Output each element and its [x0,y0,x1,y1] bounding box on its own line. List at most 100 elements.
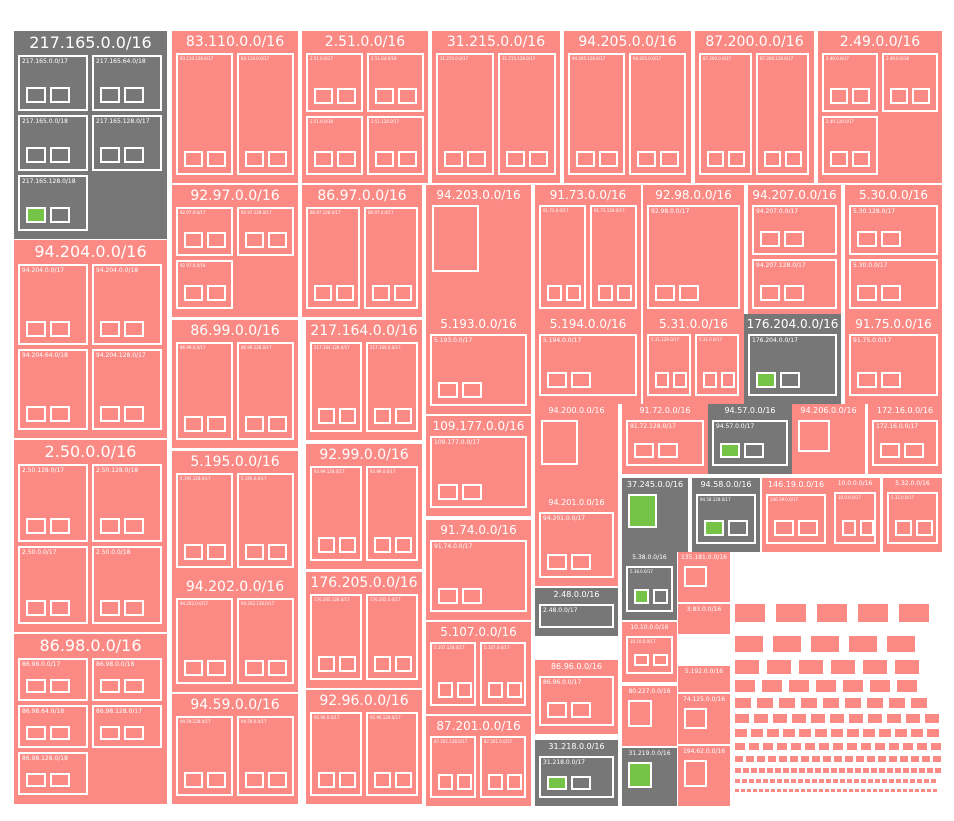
block-94-206-0-0-16[interactable]: 94.206.0.0/16 [792,404,865,474]
subnet-5-195-128-0-17[interactable]: 5.195.128.0/17 [176,473,233,568]
block-83-110-0-0-16[interactable]: 83.110.0.0/16 83.110.128.0/17 83.110.0.0/1… [172,31,298,183]
subnet-5-30-0-0-17[interactable]: 5.30.0.0/17 [849,259,938,309]
subnet-94-207-128-0-17[interactable]: 94.207.128.0/17 [752,259,837,309]
subnet-5-32-0-0-17[interactable]: 5.32.0.0/17 [887,492,938,544]
block-2-49-0-0-16[interactable]: 2.49.0.0/16 2.49.0.0/17 2.49.0.0/18 2.49.12… [818,31,942,183]
block-80-227-0-0-16[interactable]: 80.227.0.0/16 [622,686,677,746]
subnet-92-96-128-0-17[interactable]: 92.96.128.0/17 [366,712,418,796]
subnet-86-98-64-0-18[interactable]: 86.98.64.0/18 [18,705,88,748]
subnet-92-97-0-0-17[interactable]: 92.97.0.0/17 [176,207,233,256]
subnet-94-202-0-0-17[interactable]: 94.202.0.0/17 [176,598,233,684]
block-92-98-0-0-16[interactable]: 92.98.0.0/16 92.98.0.0/17 [643,185,744,317]
block-86-96-0-0-16[interactable]: 86.96.0.0/16 86.96.0.0/17 [535,660,618,734]
block-94-200-0-0-16[interactable]: 94.200.0.0/16 [535,404,618,496]
subnet-5-107-128-0-17[interactable]: 5.107.128.0/17 [430,642,476,706]
subnet-94-204-0-0-17[interactable]: 94.204.0.0/17 [18,264,88,345]
subnet-5-38-0-0-17[interactable]: 5.38.0.0/17 [626,566,673,612]
block-5-32-0-0-16[interactable]: 5.32.0.0/16 5.32.0.0/17 [883,478,942,552]
subnet-5-31-128-0-17[interactable]: 5.31.128.0/17 [647,334,691,396]
subnet-94-202-128-0-17[interactable]: 94.202.128.0/17 [237,598,294,684]
subnet-10-10-0-0-17[interactable]: 10.10.0.0/17 [626,636,673,674]
subnet-5-107-0-0-17[interactable]: 5.107.0.0/17 [480,642,526,706]
block-146-19-0-0-16[interactable]: 146.19.0.0/16 146.19.0.0/17 [762,478,830,552]
subnet-87-200-0-0-17[interactable]: 87.200.0.0/17 [699,53,752,175]
block-217-165-0-0-16[interactable]: 217.165.0.0/16 217.165.0.0/17 217.165.64.0… [14,31,167,239]
block-94-201-0-0-16[interactable]: 94.201.0.0/16 94.201.0.0/17 [535,496,618,586]
subnet-176-204-0-0-17[interactable]: 176.204.0.0/17 [748,334,837,396]
subnet-176-205-0-0-17[interactable]: 176.205.0.0/17 [366,594,418,680]
subnet-2-49-128-0-17[interactable]: 2.49.128.0/17 [822,116,878,175]
subnet-87-201-128-0-17[interactable]: 87.201.128.0/17 [430,736,476,798]
subnet-217-165-64-0-18[interactable]: 217.165.64.0/18 [92,55,162,111]
subnet-2-50-128-0-18[interactable]: 2.50.128.0/18 [92,464,162,542]
subnet-5-30-128-0-17[interactable]: 5.30.128.0/17 [849,205,938,255]
block-37-245-0-0-16[interactable]: 37.245.0.0/16 [622,478,688,552]
block-86-97-0-0-16[interactable]: 86.97.0.0/16 86.97.128.0/17 86.97.0.0/17 [302,185,422,317]
block-5-107-0-0-16[interactable]: 5.107.0.0/16 5.107.128.0/17 5.107.0.0/17 [426,622,531,714]
subnet-91-72-128-0-17[interactable]: 91.72.128.0/17 [626,420,704,466]
subnet-31-215-128-0-17[interactable]: 31.215.128.0/17 [498,53,556,175]
block-172-16-0-0-16[interactable]: 172.16.0.0/16 172.16.0.0/17 [868,404,942,474]
block-2-50-0-0-16[interactable]: 2.50.0.0/16 2.50.128.0/17 2.50.128.0/18 2.5… [14,440,167,632]
subnet-94-204-64-0-18[interactable]: 94.204.64.0/18 [18,349,88,430]
block-5-31-0-0-16[interactable]: 5.31.0.0/16 5.31.128.0/17 5.31.0.0/17 [643,314,744,404]
subnet-31-218-0-0-17[interactable]: 31.218.0.0/17 [539,756,614,798]
subnet-217-165-128-0-18[interactable]: 217.165.128.0/18 [18,175,88,231]
subnet-86-99-0-0-17[interactable]: 86.99.0.0/17 [176,342,233,440]
subnet-5-195-0-0-17[interactable]: 5.195.0.0/17 [237,473,294,568]
subnet-87-201-0-0-17[interactable]: 87.201.0.0/17 [480,736,526,798]
block-10-10-0-0-16[interactable]: 10.10.0.0/16 10.10.0.0/17 [622,622,677,682]
subnet-92-97-0-0-18[interactable]: 92.97.0.0/18 [176,260,233,309]
subnet-92-99-128-0-17[interactable]: 92.99.128.0/17 [310,466,362,561]
subnet-92-99-0-0-17[interactable]: 92.99.0.0/17 [366,466,418,561]
subnet-91-73-0-0-17[interactable]: 91.73.0.0/17 [539,205,586,309]
block-135-181-0-0-16[interactable]: 135.181.0.0/16 [678,552,730,602]
block-10-0-0-0-16[interactable]: 10.0.0.0/16 10.0.0.0/17 [830,478,880,552]
block-5-30-0-0-16[interactable]: 5.30.0.0/16 5.30.128.0/17 5.30.0.0/17 [845,185,942,317]
subnet-2-49-0-0-17[interactable]: 2.49.0.0/17 [822,53,878,112]
subnet-94-59-0-0-17[interactable]: 94.59.0.0/17 [237,716,294,796]
block-86-99-0-0-16[interactable]: 86.99.0.0/16 86.99.0.0/17 86.99.128.0/17 [172,320,298,448]
block-94-207-0-0-16[interactable]: 94.207.0.0/16 94.207.0.0/17 94.207.128.0/1… [748,185,841,317]
block-91-72-0-0-16[interactable]: 91.72.0.0/16 91.72.128.0/17 [622,404,708,474]
subnet-31-215-0-0-17[interactable]: 31.215.0.0/17 [436,53,494,175]
subnet-91-74-0-0-17[interactable]: 91.74.0.0/17 [430,540,527,612]
subnet-94-207-0-0-17[interactable]: 94.207.0.0/17 [752,205,837,255]
block-87-200-0-0-16[interactable]: 87.200.0.0/16 87.200.0.0/17 87.200.128.0/1… [695,31,814,183]
subnet-2-50-0-0-17[interactable]: 2.50.0.0/17 [18,546,88,624]
subnet-109-177-0-0-17[interactable]: 109.177.0.0/17 [430,436,527,508]
block-31-215-0-0-16[interactable]: 31.215.0.0/16 31.215.0.0/17 31.215.128.0/1… [432,31,560,183]
block-217-164-0-0-16[interactable]: 217.164.0.0/16 217.164.128.0/17 217.164.0.… [306,320,422,440]
block-94-57-0-0-16[interactable]: 94.57.0.0/16 94.57.0.0/17 [708,404,792,474]
subnet-217-165-0-0-18[interactable]: 217.165.0.0/18 [18,115,88,171]
subnet-5-194-0-0-17[interactable]: 5.194.0.0/17 [539,334,637,396]
block-31-219-0-0-16[interactable]: 31.219.0.0/16 [622,748,677,806]
block-91-74-0-0-16[interactable]: 91.74.0.0/16 91.74.0.0/17 [426,520,531,620]
subnet-5-193-0-0-17[interactable]: 5.193.0.0/17 [430,334,527,406]
subnet-2-51-64-0-18[interactable]: 2.51.64.0/18 [367,53,424,112]
subnet-86-98-128-0-17[interactable]: 86.98.128.0/17 [92,705,162,748]
subnet-94-205-0-0-17[interactable]: 94.205.0.0/17 [629,53,686,175]
subnet-2-48-0-0-17[interactable]: 2.48.0.0/17 [539,604,614,628]
block-5-192-0-0-16[interactable]: 5.192.0.0/16 [678,666,730,692]
block-176-205-0-0-16[interactable]: 176.205.0.0/16 176.205.128.0/17 176.205.0.… [306,572,422,688]
block-109-177-0-0-16[interactable]: 109.177.0.0/16 109.177.0.0/17 [426,416,531,516]
block-2-48-0-0-16[interactable]: 2.48.0.0/16 2.48.0.0/17 [535,588,618,636]
subnet-94-204-128-0-17[interactable]: 94.204.128.0/17 [92,349,162,430]
subnet-86-97-0-0-17[interactable]: 86.97.0.0/17 [364,207,418,309]
block-3-83-0-0-16[interactable]: 3.83.0.0/16 [678,604,730,634]
subnet-91-73-128-0-17[interactable]: 91.73.128.0/17 [590,205,637,309]
subnet-217-164-128-0-17[interactable]: 217.164.128.0/17 [310,342,362,432]
block-2-51-0-0-16[interactable]: 2.51.0.0/16 2.51.0.0/17 2.51.64.0/18 2.51.0… [302,31,428,183]
block-94-202-0-0-16[interactable]: 94.202.0.0/16 94.202.0.0/17 94.202.128.0/1… [172,576,298,692]
subnet-176-205-128-0-17[interactable]: 176.205.128.0/17 [310,594,362,680]
block-87-201-0-0-16[interactable]: 87.201.0.0/16 87.201.128.0/17 87.201.0.0/1… [426,716,531,806]
subnet-94-57-0-0-17[interactable]: 94.57.0.0/17 [712,420,788,466]
block-94-204-0-0-16[interactable]: 94.204.0.0/16 94.204.0.0/17 94.204.0.0/18 9… [14,240,167,438]
subnet-2-51-128-0-17[interactable]: 2.51.128.0/17 [367,116,424,175]
subnet-172-16-0-0-17[interactable]: 172.16.0.0/17 [872,420,938,466]
block-74-125-0-0-16[interactable]: 74.125.0.0/16 [678,694,730,744]
subnet-217-165-0-0-17[interactable]: 217.165.0.0/17 [18,55,88,111]
subnet-94-204-0-0-18[interactable]: 94.204.0.0/18 [92,264,162,345]
subnet-5-31-0-0-17[interactable]: 5.31.0.0/17 [695,334,739,396]
